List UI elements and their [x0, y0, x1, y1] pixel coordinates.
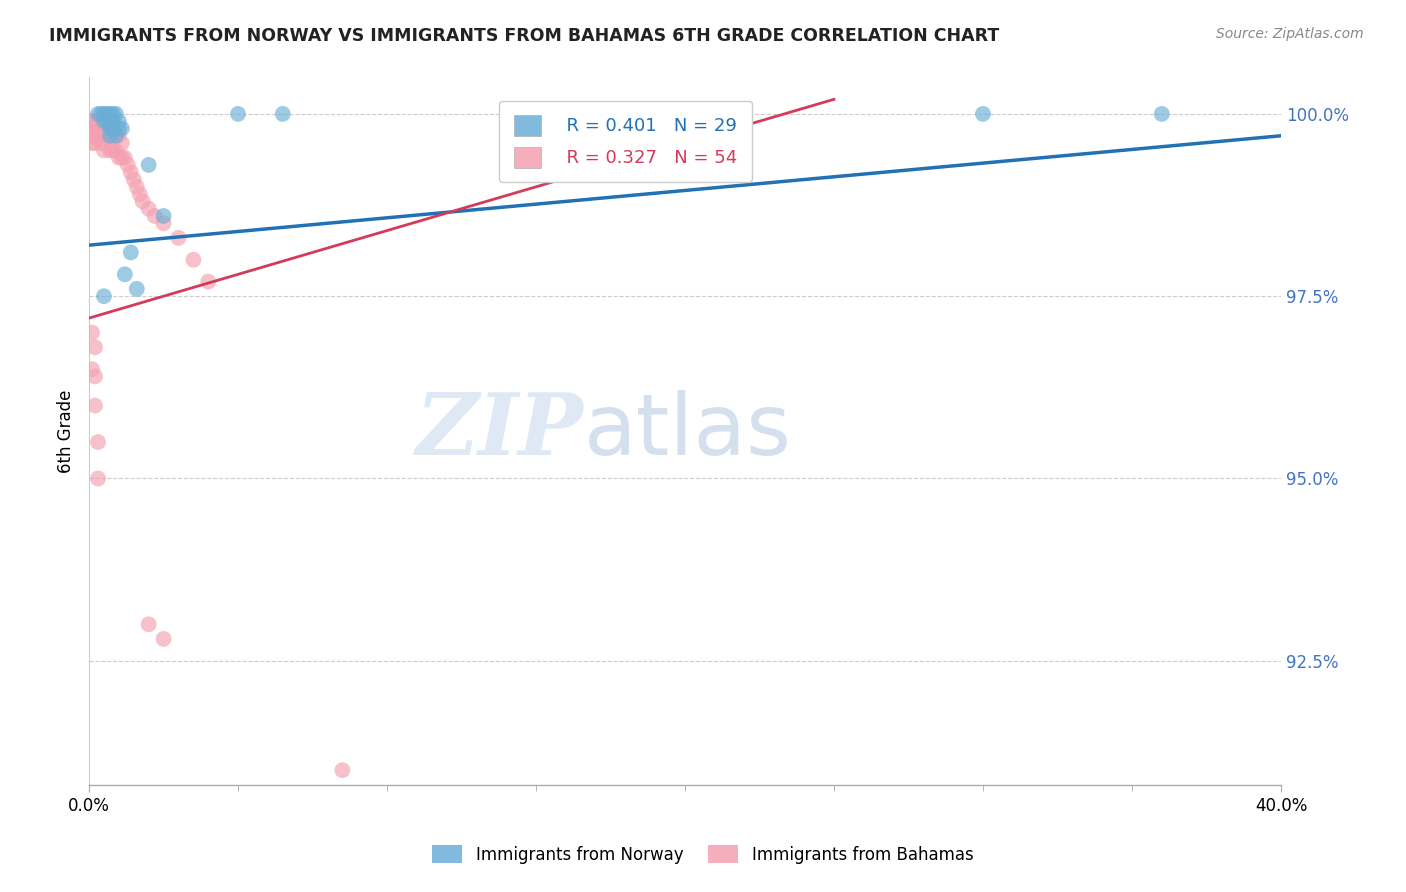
Point	[108, 128, 131, 143]
Point	[114, 268, 136, 282]
Point	[524, 107, 547, 121]
Point	[131, 194, 153, 209]
Point	[122, 172, 145, 186]
Y-axis label: 6th Grade: 6th Grade	[58, 390, 75, 473]
Point	[84, 136, 107, 150]
Text: IMMIGRANTS FROM NORWAY VS IMMIGRANTS FROM BAHAMAS 6TH GRADE CORRELATION CHART: IMMIGRANTS FROM NORWAY VS IMMIGRANTS FRO…	[49, 27, 1000, 45]
Point	[152, 632, 174, 646]
Point	[93, 128, 115, 143]
Point	[96, 121, 118, 136]
Point	[111, 121, 134, 136]
Point	[125, 179, 148, 194]
Point	[972, 107, 994, 121]
Point	[138, 202, 160, 216]
Point	[111, 136, 134, 150]
Point	[120, 245, 142, 260]
Point	[98, 121, 121, 136]
Point	[101, 114, 124, 128]
Point	[90, 121, 112, 136]
Point	[93, 107, 115, 121]
Point	[87, 435, 110, 450]
Point	[80, 128, 103, 143]
Legend:   R = 0.401   N = 29,   R = 0.327   N = 54: R = 0.401 N = 29, R = 0.327 N = 54	[499, 101, 752, 182]
Point	[96, 114, 118, 128]
Point	[96, 128, 118, 143]
Point	[98, 114, 121, 128]
Point	[93, 289, 115, 303]
Legend: Immigrants from Norway, Immigrants from Bahamas: Immigrants from Norway, Immigrants from …	[426, 838, 980, 871]
Point	[90, 136, 112, 150]
Point	[90, 114, 112, 128]
Point	[84, 340, 107, 354]
Point	[143, 209, 166, 223]
Point	[183, 252, 205, 267]
Point	[98, 144, 121, 158]
Text: Source: ZipAtlas.com: Source: ZipAtlas.com	[1216, 27, 1364, 41]
Point	[93, 144, 115, 158]
Point	[117, 158, 139, 172]
Point	[108, 114, 131, 128]
Point	[98, 128, 121, 143]
Point	[80, 114, 103, 128]
Point	[120, 165, 142, 179]
Point	[1150, 107, 1173, 121]
Point	[104, 107, 127, 121]
Point	[87, 114, 110, 128]
Point	[330, 763, 353, 777]
Point	[138, 158, 160, 172]
Point	[80, 362, 103, 376]
Point	[80, 121, 103, 136]
Point	[87, 128, 110, 143]
Point	[93, 114, 115, 128]
Point	[101, 107, 124, 121]
Point	[98, 128, 121, 143]
Point	[87, 107, 110, 121]
Point	[104, 128, 127, 143]
Point	[84, 369, 107, 384]
Point	[104, 144, 127, 158]
Point	[98, 107, 121, 121]
Point	[87, 471, 110, 485]
Point	[101, 128, 124, 143]
Point	[80, 136, 103, 150]
Point	[108, 121, 131, 136]
Point	[84, 121, 107, 136]
Point	[152, 216, 174, 230]
Point	[101, 121, 124, 136]
Point	[104, 128, 127, 143]
Point	[138, 617, 160, 632]
Point	[125, 282, 148, 296]
Point	[93, 121, 115, 136]
Point	[84, 128, 107, 143]
Point	[96, 107, 118, 121]
Point	[111, 151, 134, 165]
Point	[98, 121, 121, 136]
Point	[84, 399, 107, 413]
Text: ZIP: ZIP	[416, 389, 583, 473]
Point	[108, 151, 131, 165]
Point	[90, 107, 112, 121]
Point	[226, 107, 249, 121]
Point	[271, 107, 294, 121]
Point	[84, 114, 107, 128]
Point	[93, 114, 115, 128]
Point	[80, 326, 103, 340]
Point	[101, 144, 124, 158]
Point	[87, 121, 110, 136]
Point	[114, 151, 136, 165]
Point	[152, 209, 174, 223]
Point	[167, 231, 190, 245]
Text: atlas: atlas	[583, 390, 792, 473]
Point	[128, 187, 150, 202]
Point	[197, 275, 219, 289]
